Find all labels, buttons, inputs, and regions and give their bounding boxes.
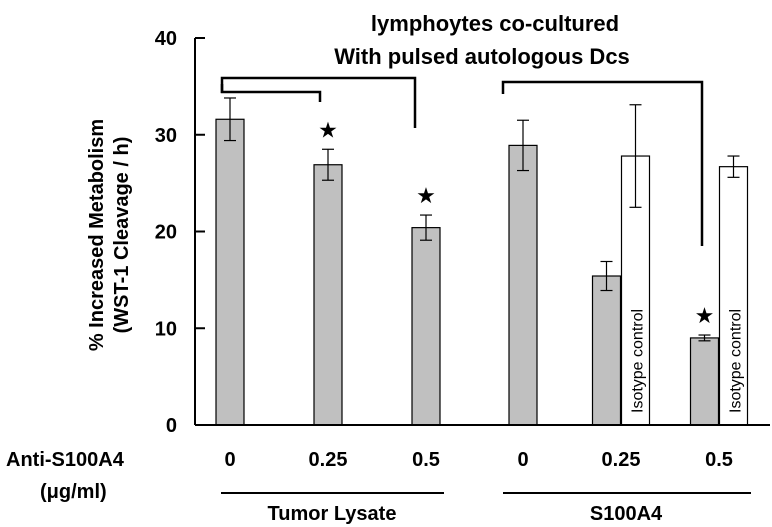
x-tick-label: 0 [224, 449, 235, 471]
y-axis-ticks: 0 10 20 30 40 [155, 28, 205, 437]
isotype-control-bar [718, 166, 749, 426]
y-tick-label: 40 [155, 28, 177, 50]
chart-title-line-1: lymphoytes co-cultured [371, 11, 619, 36]
x-tick-labels: 0 0.25 0.5 0 0.25 0.5 [224, 449, 732, 471]
bar [215, 118, 245, 426]
bars: Isotype control Isotype control [215, 97, 749, 426]
x-tick-label: 0.5 [412, 449, 440, 471]
y-tick-label: 30 [155, 125, 177, 147]
y-tick-label: 0 [166, 415, 177, 437]
significance-markers: ★ ★ ★ [318, 117, 714, 328]
row-label: Anti-S100A4 [6, 449, 125, 471]
bar [591, 275, 622, 426]
significance-star-icon: ★ [318, 117, 338, 142]
bar [508, 144, 538, 426]
y-tick-label: 10 [155, 318, 177, 340]
x-tick-label: 0 [517, 449, 528, 471]
significance-star-icon: ★ [695, 303, 715, 328]
x-tick-label: 0.5 [705, 449, 733, 471]
bar [313, 164, 343, 426]
isotype-control-label: Isotype control [630, 309, 647, 413]
group-label-tumor-lysate: Tumor Lysate [268, 503, 397, 525]
y-tick-label: 20 [155, 222, 177, 244]
y-axis-label-line-2: (WST-1 Cleavage / h) [111, 137, 133, 334]
comparison-brackets [220, 76, 704, 246]
y-axis-label-line-1: % Increased Metabolism [86, 119, 108, 351]
significance-star-icon: ★ [416, 183, 436, 208]
bar [689, 337, 720, 426]
x-tick-label: 0.25 [309, 449, 348, 471]
bracket-lysate-0-vs-0.25 [220, 84, 322, 102]
isotype-control-label: Isotype control [728, 309, 745, 413]
group-label-s100a4: S100A4 [590, 503, 663, 525]
x-tick-label: 0.25 [602, 449, 641, 471]
row-unit: (μg/ml) [40, 481, 107, 503]
bar [411, 227, 441, 426]
bracket-s100a4-0-vs-0.5 [501, 80, 704, 246]
chart-title-line-2: With pulsed autologous Dcs [334, 44, 630, 69]
